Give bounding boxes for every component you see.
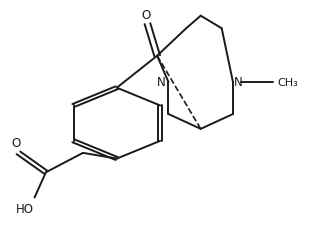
Text: HO: HO bbox=[16, 202, 34, 215]
Text: CH₃: CH₃ bbox=[277, 78, 298, 88]
Text: O: O bbox=[11, 137, 20, 150]
Text: O: O bbox=[141, 9, 150, 22]
Text: N: N bbox=[233, 76, 242, 89]
Text: N: N bbox=[157, 76, 166, 89]
